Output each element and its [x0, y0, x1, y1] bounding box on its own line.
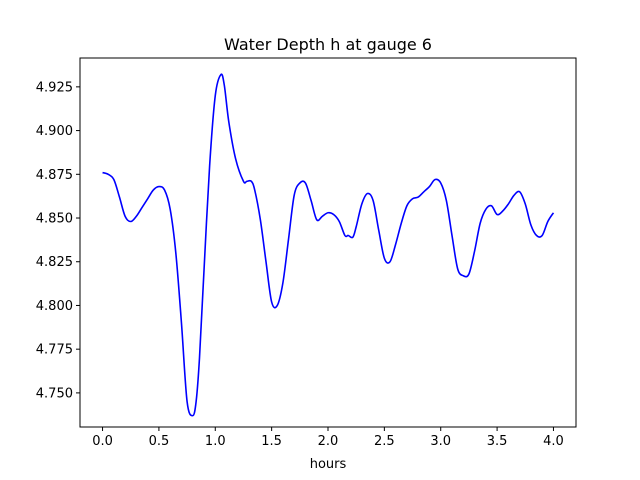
x-tick-label: 3.0 [430, 434, 451, 449]
x-tick-label: 4.0 [543, 434, 564, 449]
y-tick-label: 4.875 [36, 168, 73, 183]
x-axis-label: hours [310, 457, 347, 472]
y-tick-label: 4.775 [36, 343, 73, 358]
x-axis-ticks: 0.0 0.5 1.0 1.5 2.0 2.5 3.0 3.5 4.0 [92, 427, 564, 449]
x-tick-label: 2.5 [374, 434, 395, 449]
y-tick-label: 4.800 [36, 299, 73, 314]
y-axis-ticks: 4.750 4.775 4.800 4.825 4.850 4.875 4.900 4.925 [36, 80, 80, 401]
y-tick-label: 4.825 [36, 255, 73, 270]
series-layer [102, 73, 555, 417]
x-tick-label: 0.5 [149, 434, 170, 449]
x-tick-label: 0.0 [92, 434, 113, 449]
x-tick-label: 1.5 [261, 434, 282, 449]
x-tick-label: 3.5 [487, 434, 508, 449]
y-tick-label: 4.750 [36, 386, 73, 401]
series-line [102, 73, 555, 417]
y-tick-label: 4.925 [36, 80, 73, 95]
y-tick-label: 4.900 [36, 124, 73, 139]
y-tick-label: 4.850 [36, 212, 73, 227]
x-tick-label: 1.0 [205, 434, 226, 449]
x-tick-label: 2.0 [318, 434, 339, 449]
chart-title: Water Depth h at gauge 6 [224, 35, 432, 54]
